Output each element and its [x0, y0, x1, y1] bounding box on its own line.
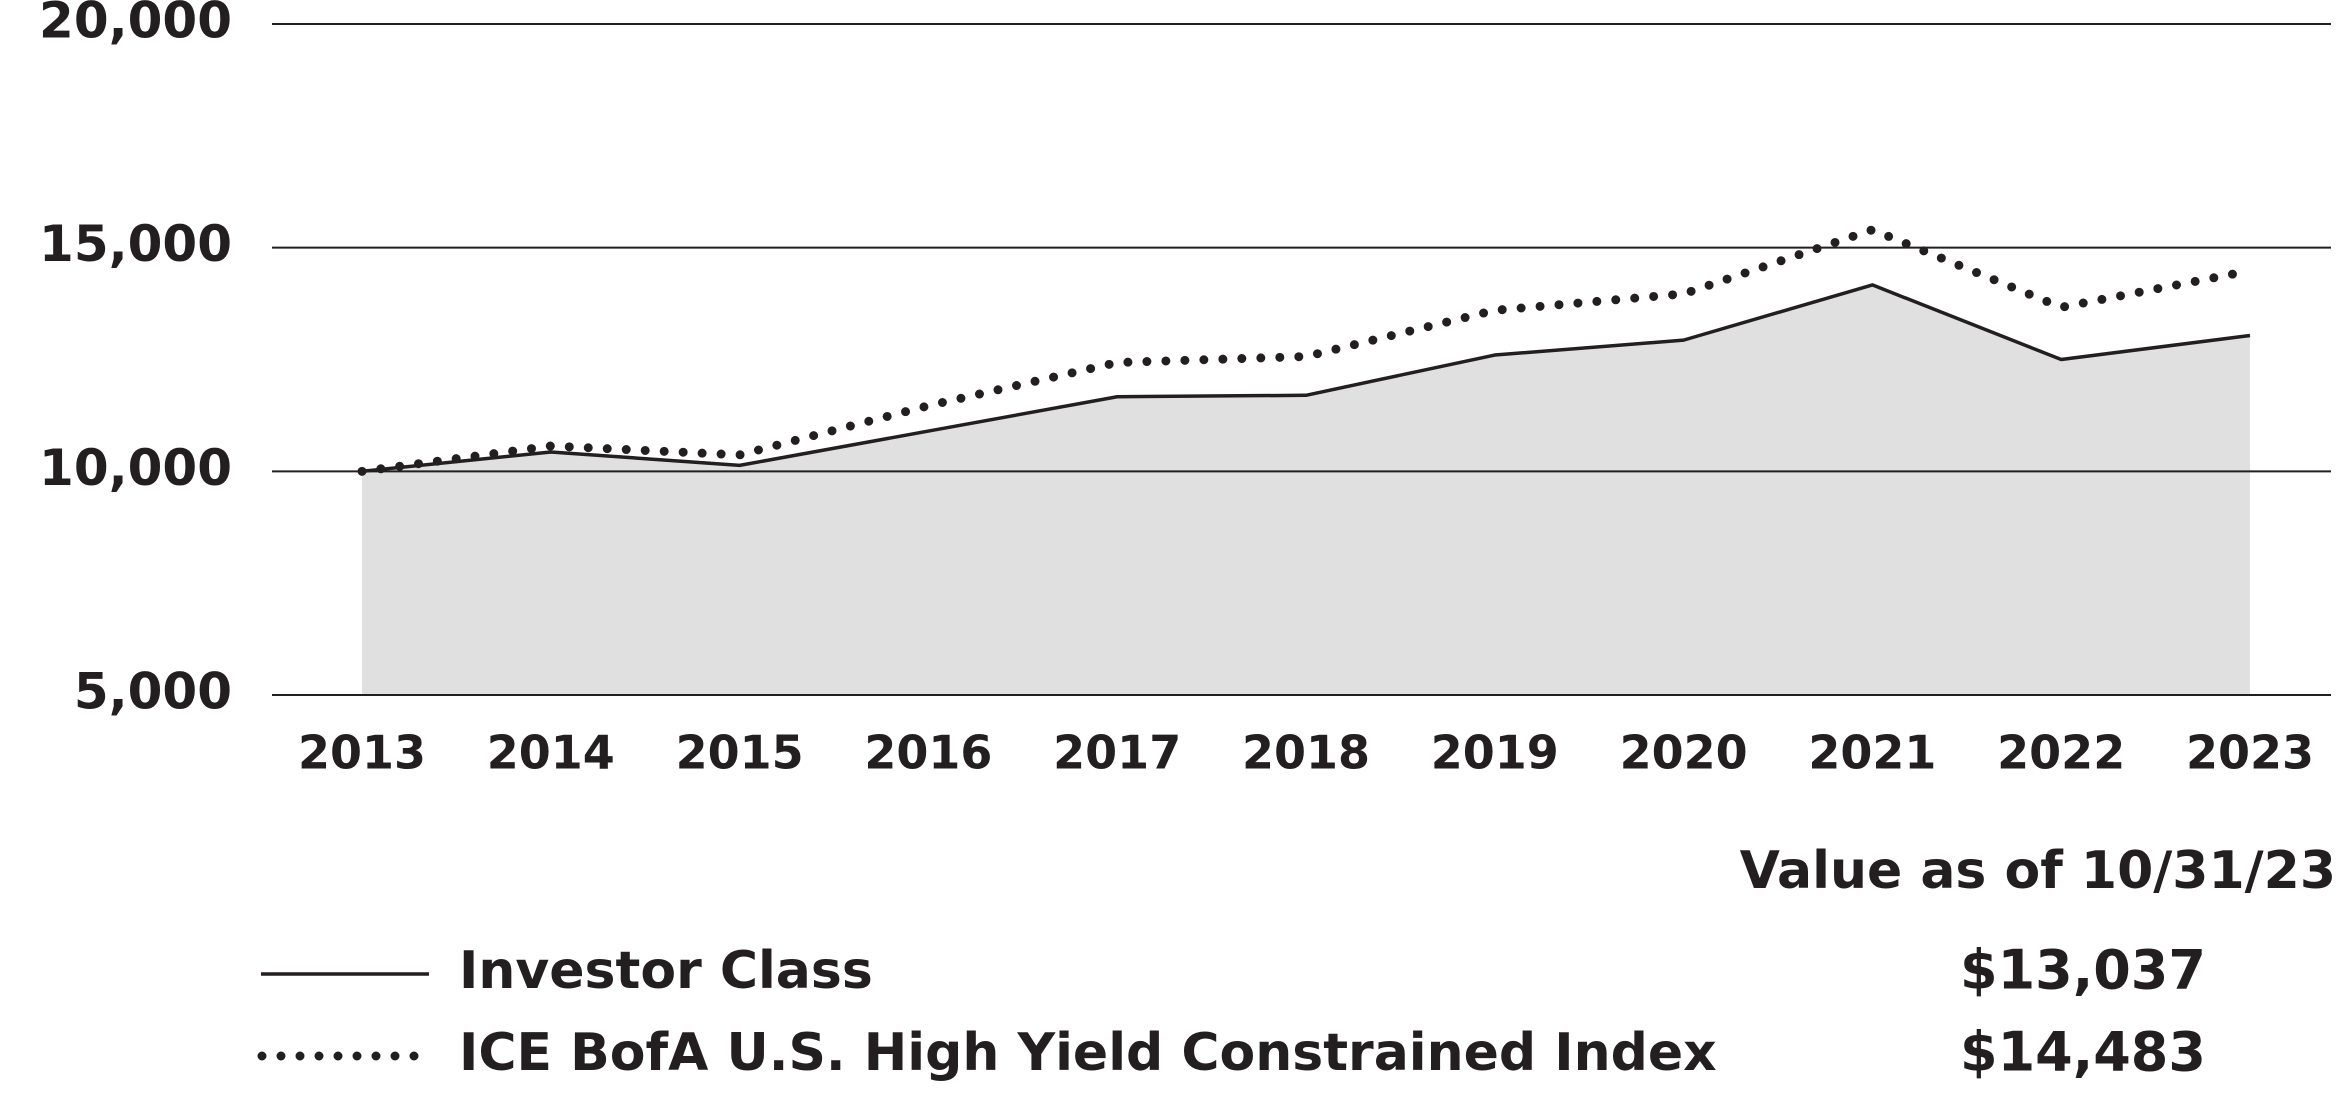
- value-header: Value as of 10/31/23: [1740, 841, 2336, 901]
- y-tick-label: 15,000: [39, 215, 232, 273]
- x-tick-label: 2021: [1808, 726, 1936, 780]
- x-tick-label: 2015: [676, 726, 804, 780]
- legend-label: ICE BofA U.S. High Yield Constrained Ind…: [459, 1023, 1717, 1083]
- x-tick-label: 2018: [1242, 726, 1370, 780]
- x-tick-label: 2019: [1431, 726, 1559, 780]
- x-tick-label: 2017: [1053, 726, 1181, 780]
- x-tick-label: 2020: [1620, 726, 1748, 780]
- y-tick-label: 20,000: [39, 0, 232, 50]
- y-tick-label: 5,000: [74, 663, 232, 721]
- x-tick-label: 2016: [864, 726, 992, 780]
- value-label: $13,037: [1960, 939, 2206, 1002]
- legend-label: Investor Class: [459, 941, 873, 1001]
- y-tick-label: 10,000: [39, 439, 232, 497]
- value-label: $14,483: [1960, 1021, 2206, 1084]
- series-line: [361, 283, 2251, 474]
- x-tick-label: 2014: [487, 726, 615, 780]
- x-tick-label: 2013: [298, 726, 426, 780]
- x-tick-label: 2022: [1997, 726, 2125, 780]
- area: [362, 284, 2250, 695]
- x-tick-label: 2023: [2186, 726, 2314, 780]
